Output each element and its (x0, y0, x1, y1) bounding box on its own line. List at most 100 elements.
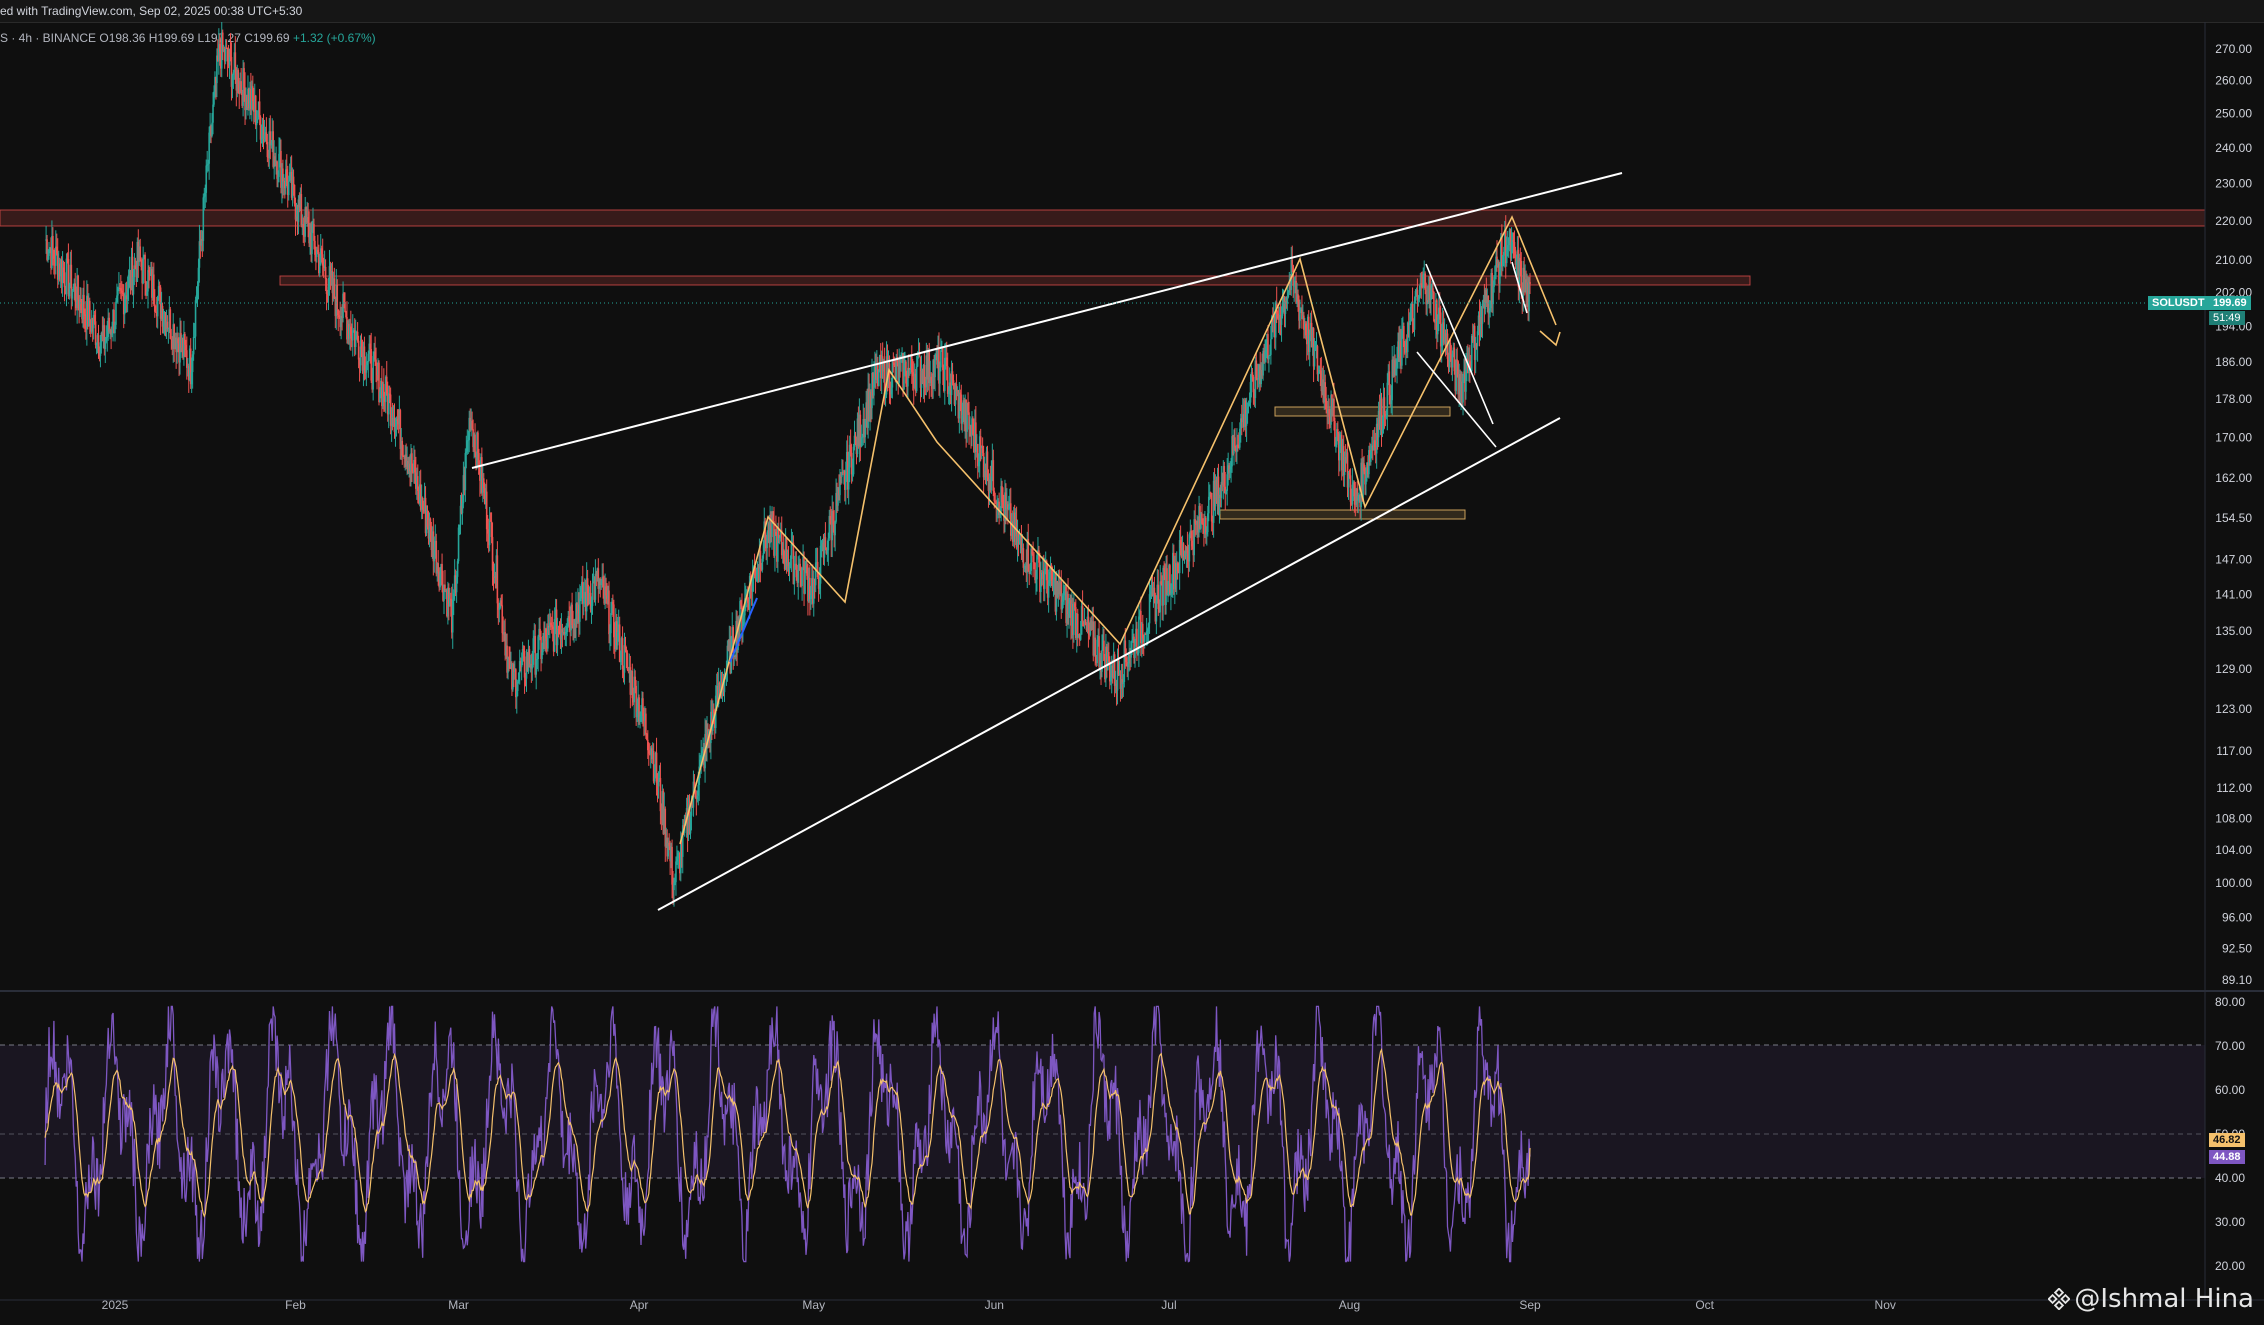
candle (118, 272, 120, 292)
blue-leg[interactable] (729, 597, 758, 663)
candle (971, 411, 973, 447)
candle (577, 588, 579, 624)
wave-pattern-1[interactable] (679, 215, 1557, 845)
candle (614, 608, 617, 652)
resistance-zone-upper[interactable] (0, 209, 2206, 227)
candle (1188, 532, 1191, 572)
candle (762, 540, 765, 562)
support-zone-lower[interactable] (1219, 509, 1466, 520)
candle (557, 625, 560, 638)
candle (1127, 652, 1130, 681)
candle (1173, 555, 1176, 605)
price-axis[interactable]: 270.00 260.00 250.00 240.00 230.00 220.00 210.… (2215, 42, 2252, 987)
candle (1442, 310, 1445, 346)
lower-trendline[interactable] (657, 417, 1561, 911)
candle (633, 668, 636, 719)
candle (1009, 487, 1012, 542)
candle (812, 570, 815, 617)
candle (349, 318, 351, 350)
candle (143, 254, 145, 260)
candle (1484, 287, 1487, 315)
candle (386, 381, 389, 422)
candle (1410, 301, 1413, 322)
candle (176, 326, 178, 364)
candle (335, 269, 338, 330)
candle (1498, 260, 1500, 300)
time-axis[interactable]: 2025 Feb Mar Apr May Jun Jul Aug Sep Oct Nov (102, 1298, 1896, 1312)
candle (1125, 648, 1128, 667)
projection-arrow[interactable] (1539, 330, 1561, 347)
candle (849, 429, 852, 457)
candle (939, 361, 941, 398)
candle (839, 469, 841, 504)
candle (147, 258, 149, 309)
candle (893, 356, 896, 367)
candle (823, 532, 826, 566)
candle (60, 256, 63, 294)
candle (1082, 621, 1085, 627)
candle (578, 592, 580, 637)
candle (568, 601, 570, 633)
flag-line-3[interactable] (1511, 261, 1528, 314)
candle (480, 453, 482, 494)
candle (100, 331, 103, 354)
candle (351, 314, 354, 357)
candle (1487, 295, 1490, 325)
candle (608, 581, 610, 644)
candle (1024, 562, 1027, 573)
candle (375, 347, 377, 383)
candle (696, 790, 699, 803)
candle (585, 562, 588, 621)
candle (983, 456, 986, 481)
candle (1392, 356, 1394, 378)
candle (145, 280, 147, 299)
candle (478, 448, 480, 475)
flag-line-1[interactable] (1425, 263, 1494, 425)
candle (171, 336, 174, 356)
candle (64, 285, 67, 295)
upper-trendline[interactable] (471, 172, 1623, 469)
candle (766, 530, 768, 565)
candle (651, 742, 654, 765)
candle (131, 241, 134, 296)
candle (537, 634, 539, 672)
candle (45, 225, 47, 254)
price-chart[interactable]: 270.00 260.00 250.00 240.00 230.00 220.00 210.… (0, 22, 2264, 1325)
candle (423, 482, 426, 514)
candle (731, 612, 734, 650)
candle (646, 732, 648, 741)
candle (1443, 318, 1446, 345)
candle (927, 347, 930, 391)
candle (1094, 621, 1097, 666)
flag-line-2[interactable] (1416, 351, 1497, 448)
candle (881, 342, 884, 379)
candle (597, 558, 600, 603)
candle (200, 230, 203, 252)
support-zone-upper[interactable] (1274, 406, 1451, 417)
candle (1280, 306, 1283, 342)
candle (1473, 322, 1476, 376)
candle (357, 335, 360, 369)
candle (1432, 282, 1434, 300)
candle (790, 528, 793, 573)
candle (1106, 643, 1108, 678)
resistance-zone-lower[interactable] (279, 275, 1751, 286)
candle (593, 576, 596, 603)
candle (209, 112, 211, 143)
candle (276, 160, 278, 188)
candle (844, 469, 846, 502)
candle (1373, 427, 1376, 456)
candle (1470, 334, 1473, 375)
candle (265, 117, 268, 145)
candle (1077, 633, 1080, 639)
candle (599, 577, 602, 598)
candle (1195, 520, 1197, 535)
candle (308, 211, 310, 247)
candle (488, 506, 491, 552)
candle (1193, 510, 1196, 562)
candle (1321, 367, 1324, 396)
candle (294, 197, 297, 236)
candle (674, 873, 676, 886)
candle (1299, 299, 1301, 329)
candle (1369, 442, 1371, 466)
